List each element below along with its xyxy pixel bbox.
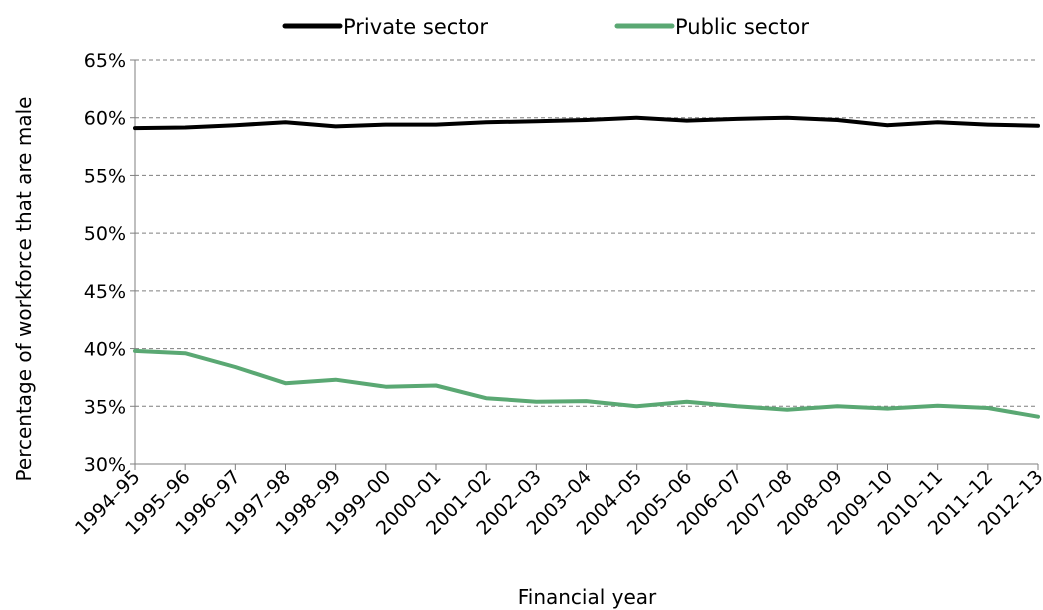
- y-tick-label: 50%: [84, 223, 126, 245]
- y-tick-labels: 30% 35% 40% 45% 50% 55% 60% 65%: [84, 50, 126, 476]
- x-tick-labels: 1994–951995–961996–971997–981998–991999–…: [71, 466, 1043, 540]
- series-line: [133, 348, 1040, 419]
- legend-label: Public sector: [675, 15, 809, 39]
- y-axis-title: Percentage of workforce that are male: [12, 97, 36, 482]
- y-tick-label: 65%: [84, 50, 126, 72]
- axes: [130, 59, 1039, 470]
- legend: Private sector Public sector: [282, 15, 809, 39]
- y-tick-label: 40%: [84, 339, 126, 361]
- y-tick-label: 35%: [84, 396, 126, 418]
- y-tick-label: 60%: [84, 108, 126, 130]
- gridlines: [135, 59, 1038, 407]
- x-axis-title: Financial year: [518, 585, 657, 609]
- y-tick-label: 55%: [84, 165, 126, 187]
- legend-label: Private sector: [343, 15, 488, 39]
- series-lines: [133, 115, 1040, 419]
- series-line: [133, 115, 1040, 131]
- y-tick-label: 30%: [84, 454, 126, 476]
- y-tick-label: 45%: [84, 281, 126, 303]
